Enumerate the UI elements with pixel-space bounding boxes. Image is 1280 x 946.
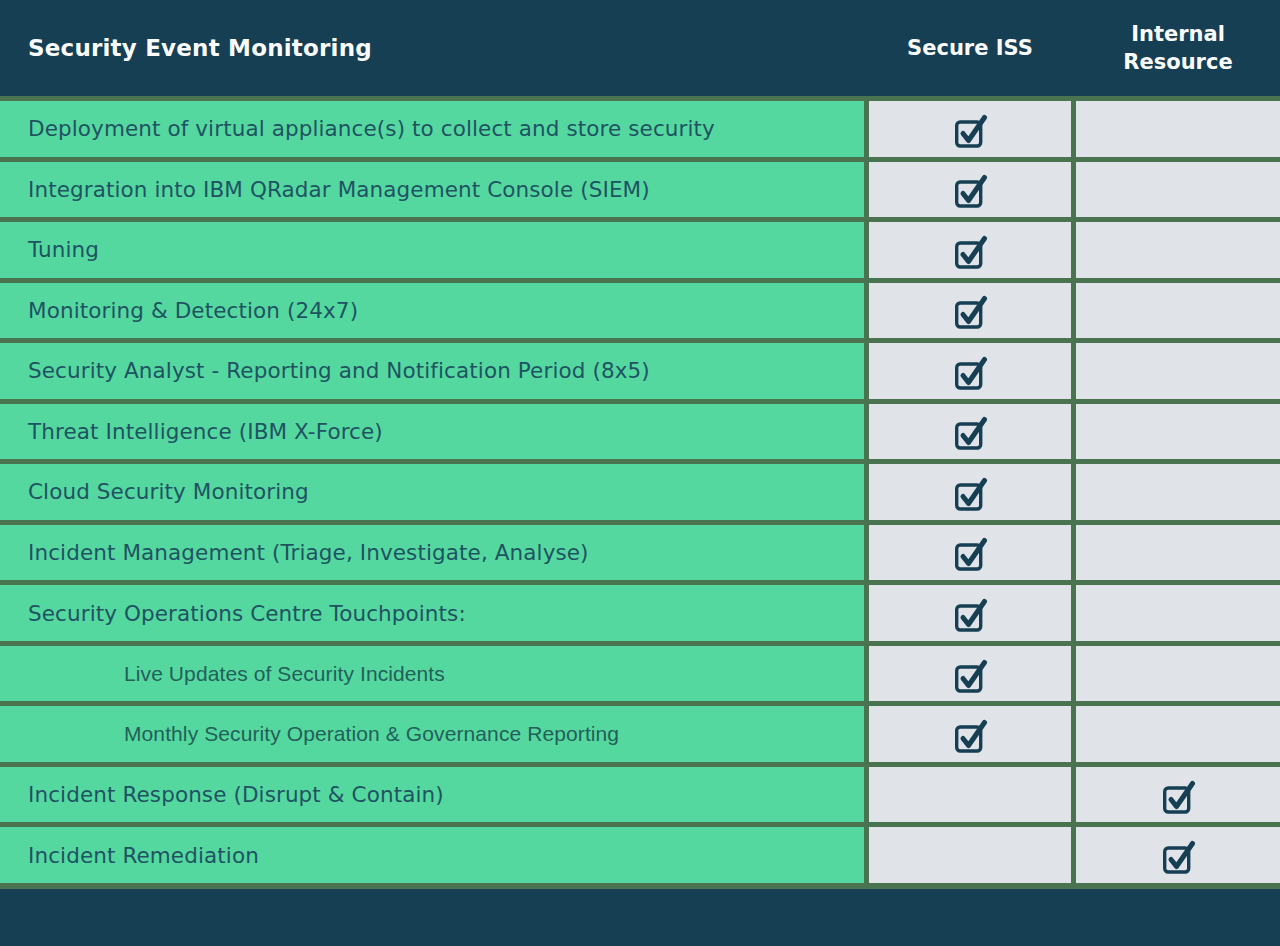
internal-resource-cell (1076, 646, 1280, 702)
secure-iss-cell (869, 283, 1071, 339)
row-label: Incident Remediation (28, 843, 259, 868)
table-row: Integration into IBM QRadar Management C… (0, 162, 1280, 218)
checkbox-checked-icon (951, 230, 989, 270)
secure-iss-cell (869, 827, 1071, 883)
row-label: Cloud Security Monitoring (28, 479, 309, 504)
internal-resource-cell (1076, 162, 1280, 218)
row-label: Security Operations Centre Touchpoints: (28, 601, 466, 626)
table-row: Monthly Security Operation & Governance … (0, 706, 1280, 762)
column-header-label: Secure ISS (907, 34, 1033, 62)
row-label-cell: Tuning (0, 222, 864, 278)
table-row: Threat Intelligence (IBM X-Force) (0, 404, 1280, 460)
row-label-cell: Cloud Security Monitoring (0, 464, 864, 520)
table-row: Incident Response (Disrupt & Contain) (0, 767, 1280, 823)
internal-resource-cell (1076, 343, 1280, 399)
secure-iss-cell (869, 767, 1071, 823)
footer-bar (0, 889, 1280, 946)
checkbox-checked-icon (951, 351, 989, 391)
checkbox-checked-icon (951, 472, 989, 512)
row-label-cell: Monitoring & Detection (24x7) (0, 283, 864, 339)
internal-resource-cell (1076, 767, 1280, 823)
row-label-cell: Security Analyst - Reporting and Notific… (0, 343, 864, 399)
checkbox-checked-icon (1159, 835, 1197, 875)
row-label: Incident Management (Triage, Investigate… (28, 540, 589, 565)
column-header-label: Internal Resource (1108, 20, 1248, 77)
table-header: Security Event Monitoring Secure ISS Int… (0, 0, 1280, 96)
checkbox-checked-icon (1159, 775, 1197, 815)
internal-resource-cell (1076, 706, 1280, 762)
checkbox-checked-icon (951, 654, 989, 694)
internal-resource-cell (1076, 525, 1280, 581)
table-row: Cloud Security Monitoring (0, 464, 1280, 520)
secure-iss-cell (869, 585, 1071, 641)
table-row: Monitoring & Detection (24x7) (0, 283, 1280, 339)
row-label: Integration into IBM QRadar Management C… (28, 177, 650, 202)
secure-iss-cell (869, 706, 1071, 762)
row-label-cell: Security Operations Centre Touchpoints: (0, 585, 864, 641)
internal-resource-cell (1076, 827, 1280, 883)
internal-resource-cell (1076, 464, 1280, 520)
secure-iss-cell (869, 162, 1071, 218)
table-row: Security Analyst - Reporting and Notific… (0, 343, 1280, 399)
table-row: Incident Remediation (0, 827, 1280, 883)
secure-iss-cell (869, 464, 1071, 520)
checkbox-checked-icon (951, 411, 989, 451)
secure-iss-cell (869, 646, 1071, 702)
table-row: Deployment of virtual appliance(s) to co… (0, 101, 1280, 157)
secure-iss-cell (869, 101, 1071, 157)
row-label-cell: Threat Intelligence (IBM X-Force) (0, 404, 864, 460)
service-comparison-table: Security Event Monitoring Secure ISS Int… (0, 0, 1280, 946)
row-label-cell: Integration into IBM QRadar Management C… (0, 162, 864, 218)
table-row: Security Operations Centre Touchpoints: (0, 585, 1280, 641)
secure-iss-cell (869, 525, 1071, 581)
row-label: Security Analyst - Reporting and Notific… (28, 358, 650, 383)
table-row: Tuning (0, 222, 1280, 278)
row-label-cell: Incident Remediation (0, 827, 864, 883)
secure-iss-cell (869, 222, 1071, 278)
row-label: Deployment of virtual appliance(s) to co… (28, 116, 715, 141)
checkbox-checked-icon (951, 532, 989, 572)
internal-resource-cell (1076, 283, 1280, 339)
checkbox-checked-icon (951, 109, 989, 149)
row-label-cell: Monthly Security Operation & Governance … (0, 706, 864, 762)
internal-resource-cell (1076, 222, 1280, 278)
column-header-secure-iss: Secure ISS (869, 34, 1071, 62)
row-label: Incident Response (Disrupt & Contain) (28, 782, 444, 807)
checkbox-checked-icon (951, 714, 989, 754)
column-header-internal-resource: Internal Resource (1076, 20, 1280, 77)
table-row: Live Updates of Security Incidents (0, 646, 1280, 702)
row-label: Live Updates of Security Incidents (124, 662, 445, 686)
checkbox-checked-icon (951, 593, 989, 633)
table-row: Incident Management (Triage, Investigate… (0, 525, 1280, 581)
page-title: Security Event Monitoring (28, 35, 372, 61)
row-label-cell: Deployment of virtual appliance(s) to co… (0, 101, 864, 157)
internal-resource-cell (1076, 585, 1280, 641)
row-label: Monitoring & Detection (24x7) (28, 298, 358, 323)
secure-iss-cell (869, 343, 1071, 399)
row-label: Monthly Security Operation & Governance … (124, 722, 619, 746)
internal-resource-cell (1076, 101, 1280, 157)
row-label-cell: Incident Response (Disrupt & Contain) (0, 767, 864, 823)
row-label-cell: Incident Management (Triage, Investigate… (0, 525, 864, 581)
table-body: Deployment of virtual appliance(s) to co… (0, 96, 1280, 889)
row-label: Threat Intelligence (IBM X-Force) (28, 419, 383, 444)
row-label: Tuning (28, 237, 99, 262)
row-label-cell: Live Updates of Security Incidents (0, 646, 864, 702)
checkbox-checked-icon (951, 169, 989, 209)
internal-resource-cell (1076, 404, 1280, 460)
header-title-cell: Security Event Monitoring (0, 35, 864, 61)
checkbox-checked-icon (951, 290, 989, 330)
secure-iss-cell (869, 404, 1071, 460)
